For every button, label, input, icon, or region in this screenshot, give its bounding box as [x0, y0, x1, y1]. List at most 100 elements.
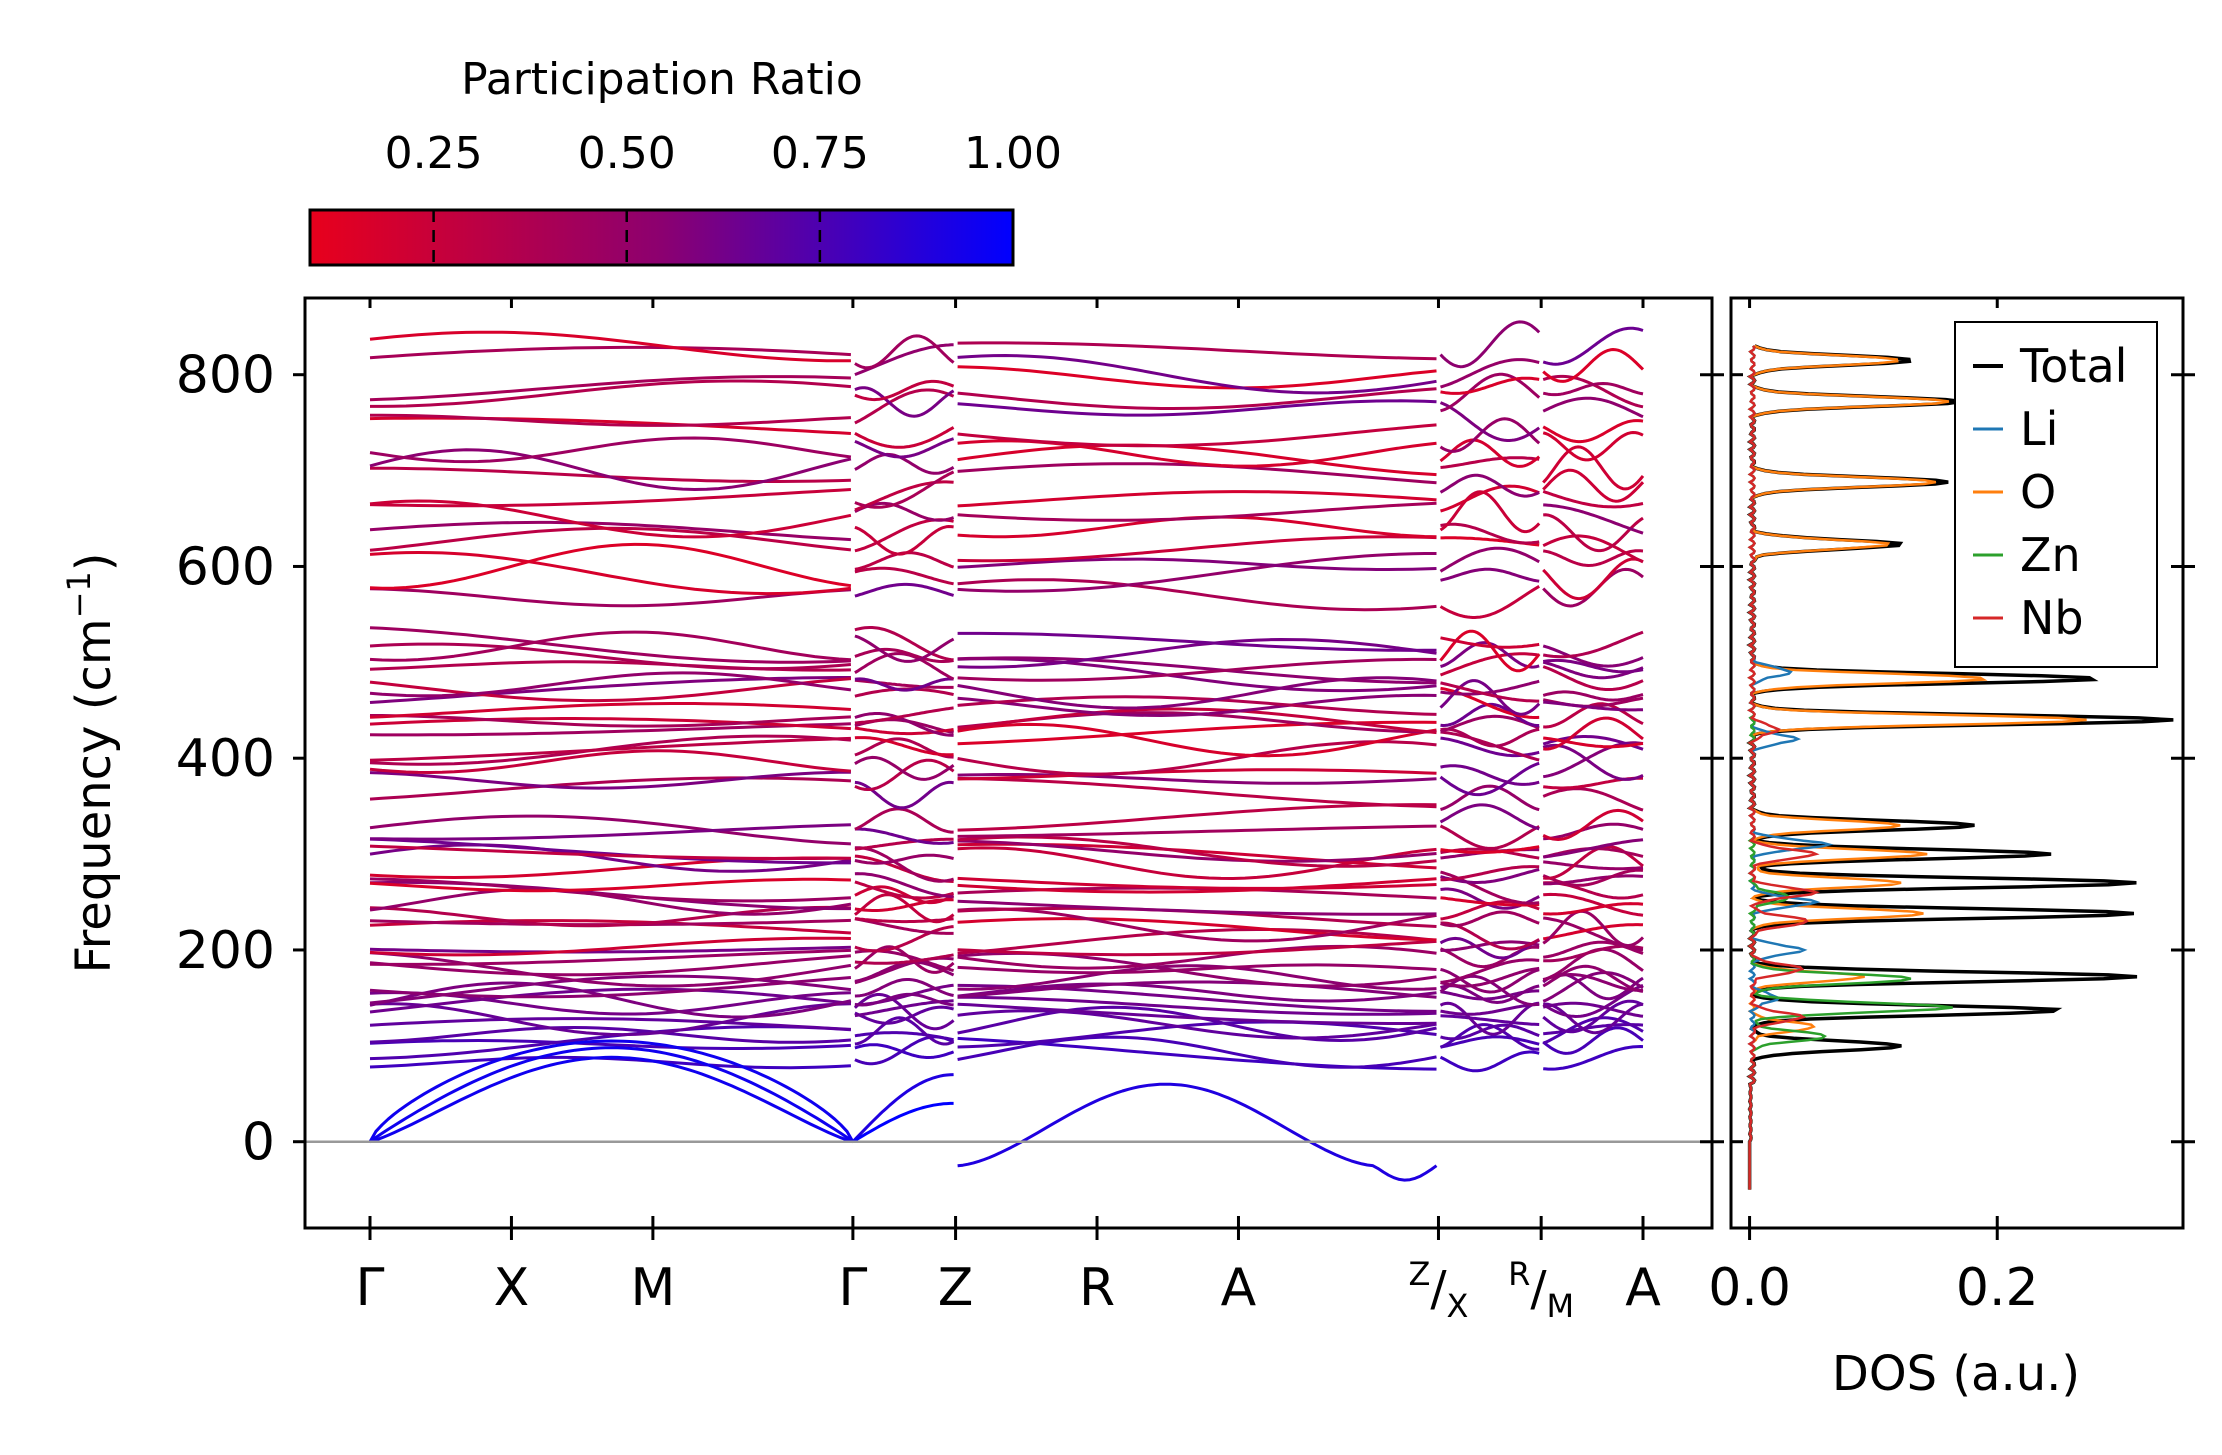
band-line — [1542, 468, 1645, 503]
band-line — [1543, 822, 1644, 841]
colorbar-title: Participation Ratio — [461, 54, 863, 105]
band-line — [957, 1002, 1437, 1025]
band-line — [369, 542, 852, 590]
band-line — [854, 1031, 954, 1042]
band-line — [1542, 534, 1644, 564]
band-line — [1440, 727, 1540, 748]
legend-box — [1954, 321, 2158, 668]
band-line — [1440, 865, 1540, 882]
dos-panel: 0.0 0.2 DOS (a.u.) Total Li O Zn Nb — [1708, 296, 2195, 1402]
band-line — [1440, 910, 1540, 928]
band-line — [369, 436, 852, 464]
band-line — [369, 948, 851, 966]
band-line — [1439, 1001, 1540, 1036]
band-line — [1440, 681, 1540, 703]
band-line — [957, 656, 1437, 685]
band-line — [957, 535, 1437, 563]
band-line — [369, 642, 852, 671]
band-line — [369, 951, 852, 988]
band-line — [1542, 983, 1644, 1018]
k-point-label: Γ — [356, 1258, 385, 1318]
band-line — [1440, 1023, 1540, 1041]
band-line — [1440, 730, 1540, 762]
band-line — [854, 501, 955, 522]
band-line — [957, 707, 1437, 735]
band-line — [1542, 1026, 1644, 1055]
band-line — [1542, 660, 1644, 680]
band-line — [1543, 716, 1644, 751]
band-line — [854, 1005, 955, 1025]
colorbar-gradient — [308, 208, 1015, 267]
band-line — [369, 877, 851, 903]
band-line — [369, 630, 851, 662]
band-line — [369, 981, 852, 1019]
band-line — [1543, 503, 1644, 535]
band-line — [369, 1039, 851, 1050]
band-line — [369, 877, 851, 893]
band-line — [1543, 736, 1644, 749]
band-line — [1543, 838, 1644, 859]
band-line — [957, 501, 1437, 522]
band-line — [369, 722, 851, 737]
band-line — [1440, 567, 1540, 583]
band-line — [852, 1101, 954, 1143]
colorbar-tick-label: 0.75 — [771, 128, 869, 179]
band-line — [369, 905, 851, 928]
band-line — [1542, 396, 1644, 419]
band-line — [369, 1055, 851, 1070]
band-line — [1439, 585, 1540, 619]
band-line — [1542, 923, 1644, 941]
band-line — [1542, 557, 1644, 601]
band-line — [957, 557, 1437, 571]
band-line — [854, 647, 954, 663]
band-line — [369, 488, 851, 508]
band-line — [957, 631, 1437, 652]
band-line — [369, 1025, 851, 1061]
band-line — [1440, 1035, 1540, 1049]
y-tick-label: 400 — [176, 729, 275, 789]
band-line — [1543, 700, 1644, 712]
band-line — [854, 758, 955, 791]
band-line — [1439, 803, 1540, 831]
band-line — [853, 993, 955, 1031]
band-line — [851, 1073, 954, 1143]
colorbar: Participation Ratio 0.25 0.50 0.75 1.00 — [308, 54, 1062, 267]
legend-label: Li — [2020, 402, 2058, 456]
band-line — [369, 1046, 854, 1143]
band-line — [1543, 860, 1644, 871]
band-line — [854, 837, 954, 851]
band-line — [1440, 456, 1540, 469]
band-line — [1543, 513, 1644, 553]
dos-x-tick-label: 0.2 — [1956, 1258, 2039, 1318]
colorbar-tick-label: 0.25 — [385, 128, 483, 179]
band-lines — [368, 320, 1645, 1182]
band-line — [957, 423, 1437, 448]
band-line — [854, 426, 955, 449]
band-line — [1440, 376, 1540, 395]
band-line — [957, 995, 1437, 1016]
band-line — [854, 917, 954, 935]
legend-label: Total — [2019, 339, 2127, 393]
band-line — [369, 626, 851, 664]
band-line — [854, 898, 954, 912]
band-line — [1542, 964, 1644, 993]
band-line — [1440, 372, 1541, 413]
band-line — [1543, 902, 1644, 916]
band-line — [1439, 824, 1540, 850]
band-line — [1440, 358, 1540, 389]
band-line — [854, 1016, 955, 1046]
band-line — [854, 853, 954, 865]
k-point-label: R — [1079, 1258, 1115, 1318]
band-line — [1542, 808, 1644, 841]
band-line — [1542, 644, 1644, 668]
band-line — [1439, 679, 1541, 716]
band-line — [854, 827, 954, 845]
band-line — [957, 839, 1437, 863]
k-point-label: X — [494, 1258, 530, 1318]
band-line — [853, 893, 955, 924]
band-line — [854, 1043, 955, 1059]
band-line — [1543, 1045, 1644, 1071]
band-line — [854, 525, 954, 556]
band-line — [854, 551, 955, 571]
band-line — [854, 470, 955, 509]
